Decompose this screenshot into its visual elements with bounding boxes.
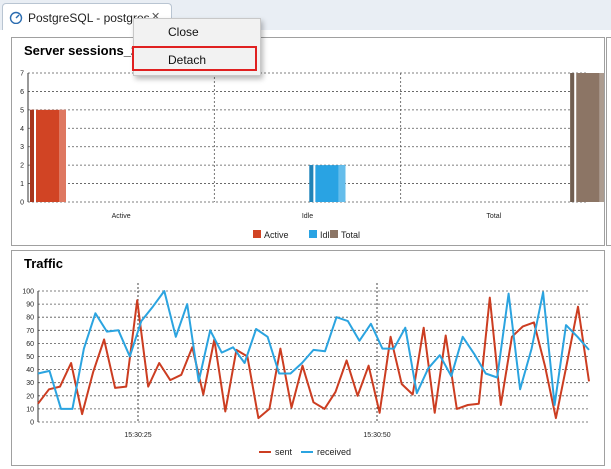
- series-line-sent: [37, 296, 590, 420]
- editor-tab-title: PostgreSQL - postgres: [28, 11, 150, 25]
- y-tick-label: 3: [20, 144, 24, 151]
- menu-item-detach[interactable]: Detach: [168, 53, 207, 67]
- x-tick-label: 15:30:50: [363, 432, 390, 439]
- x-tick-label: Active: [112, 213, 131, 220]
- panel-title: Server sessions_2: [24, 43, 139, 58]
- legend-label: Total: [341, 230, 360, 240]
- bar-gap: [313, 165, 316, 202]
- y-tick-label: 1: [20, 181, 24, 188]
- legend-swatch: [309, 230, 317, 238]
- y-tick-label: 60: [26, 341, 34, 348]
- y-tick-label: 30: [26, 380, 34, 387]
- legend-label: sent: [275, 447, 293, 457]
- bar-edge: [309, 165, 314, 202]
- dashboard-icon: [9, 11, 23, 24]
- y-tick-label: 50: [26, 354, 34, 361]
- bar-edge: [338, 165, 346, 202]
- panel-title: Traffic: [24, 256, 64, 271]
- x-tick-label: Total: [486, 213, 501, 220]
- bar-edge: [599, 73, 604, 202]
- traffic-panel: Traffic 0 10 20 30 40 50 60 70 80 90 100 15:30:25 15…: [11, 250, 605, 466]
- close-icon[interactable]: ✕: [151, 11, 161, 23]
- highlight-box: [132, 46, 257, 71]
- y-tick-label: 70: [26, 328, 34, 335]
- y-tick-label: 40: [26, 367, 34, 374]
- traffic-chart: 0 10 20 30 40 50 60 70 80 90 100 15:30:25 15:30:50 se…: [22, 283, 590, 457]
- legend-label: received: [317, 447, 351, 457]
- bar-gap: [34, 109, 36, 202]
- editor-tab[interactable]: PostgreSQL - postgres ✕: [2, 3, 172, 31]
- x-tick-label: Idle: [302, 213, 313, 220]
- legend-swatch: [330, 230, 338, 238]
- legend-swatch: [253, 230, 261, 238]
- y-tick-label: 10: [26, 406, 34, 413]
- y-tick-label: 90: [26, 302, 34, 309]
- y-tick-label: 7: [20, 71, 24, 78]
- bar-gap: [574, 73, 577, 202]
- y-tick-label: 100: [22, 289, 34, 296]
- y-tick-label: 6: [20, 89, 24, 96]
- next-panel-edge: [606, 37, 611, 246]
- y-tick-label: 5: [20, 107, 24, 114]
- legend-label: Idle: [320, 230, 335, 240]
- legend-label: Active: [264, 230, 289, 240]
- series-line-received: [37, 290, 590, 410]
- bar-edge: [30, 109, 34, 202]
- editor-tab-bar: PostgreSQL - postgres ✕: [0, 0, 611, 31]
- server-sessions-panel: Server sessions_2 0 1 2 3 4 5 6 7 Active Idle Tota…: [11, 37, 605, 246]
- x-tick-label: 15:30:25: [124, 432, 151, 439]
- bar-edge: [59, 109, 66, 202]
- y-tick-label: 20: [26, 393, 34, 400]
- server-sessions-chart: 0 1 2 3 4 5 6 7 Active Idle Total Active Idle Total: [20, 71, 604, 240]
- menu-item-close[interactable]: Close: [168, 25, 199, 39]
- y-tick-label: 2: [20, 163, 24, 170]
- y-tick-label: 4: [20, 126, 24, 133]
- bar-edge: [570, 73, 575, 202]
- y-tick-label: 80: [26, 315, 34, 322]
- y-tick-label: 0: [20, 200, 24, 207]
- y-tick-label: 0: [30, 420, 34, 427]
